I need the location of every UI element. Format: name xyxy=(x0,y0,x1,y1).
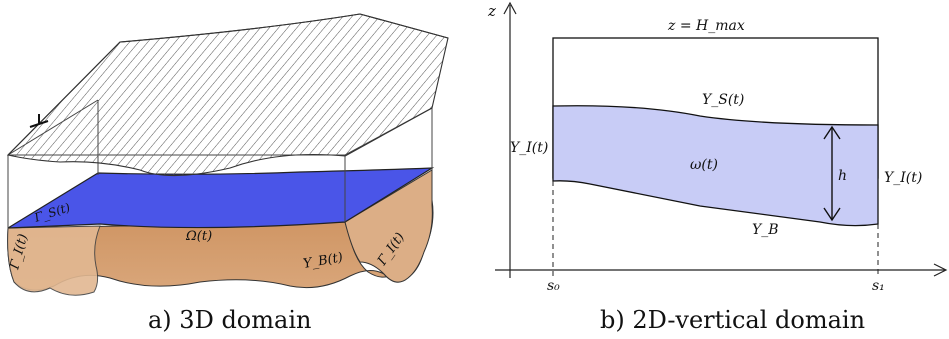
hatched-top-surface xyxy=(6,13,449,177)
caption-a: a) 3D domain xyxy=(148,306,311,334)
soil-right-face xyxy=(344,169,433,283)
interface-left-label: Υ_I(t) xyxy=(510,140,548,156)
height-arrow-bottom xyxy=(823,207,841,222)
height-label: h xyxy=(838,168,847,184)
s0-label: s₀ xyxy=(547,278,560,294)
panel-b-2d-domain: z z = H_max Υ_S(t) Υ_I(t) Υ_I(t) ω(t) h … xyxy=(487,1,948,334)
bottom-label: Υ_B xyxy=(752,222,779,238)
s1-label: s₁ xyxy=(872,278,885,294)
surface-label: Υ_S(t) xyxy=(702,92,744,108)
panel-a-3d-domain: Γ_S(t) Ω(t) Υ_B(t) Γ_I(t) Γ_I(t) a) 3D d… xyxy=(6,13,449,334)
hatched-top-outline xyxy=(7,13,449,156)
caption-b: b) 2D-vertical domain xyxy=(600,306,865,334)
height-arrow-top xyxy=(823,125,841,140)
soil-left-slab xyxy=(7,225,101,296)
z-axis-arrowhead xyxy=(503,1,517,15)
omega-label: Ω(t) xyxy=(185,229,212,244)
gamma-b-label: Υ_B(t) xyxy=(302,250,344,272)
z-axis-label: z xyxy=(487,2,496,20)
domain-label: ω(t) xyxy=(690,157,718,173)
surface-marker-symbol xyxy=(29,114,49,128)
s-axis-arrowhead xyxy=(933,263,948,277)
hmax-label: z = H_max xyxy=(667,18,745,34)
interface-right-label: Υ_I(t) xyxy=(884,170,922,186)
fluid-domain xyxy=(552,105,879,227)
